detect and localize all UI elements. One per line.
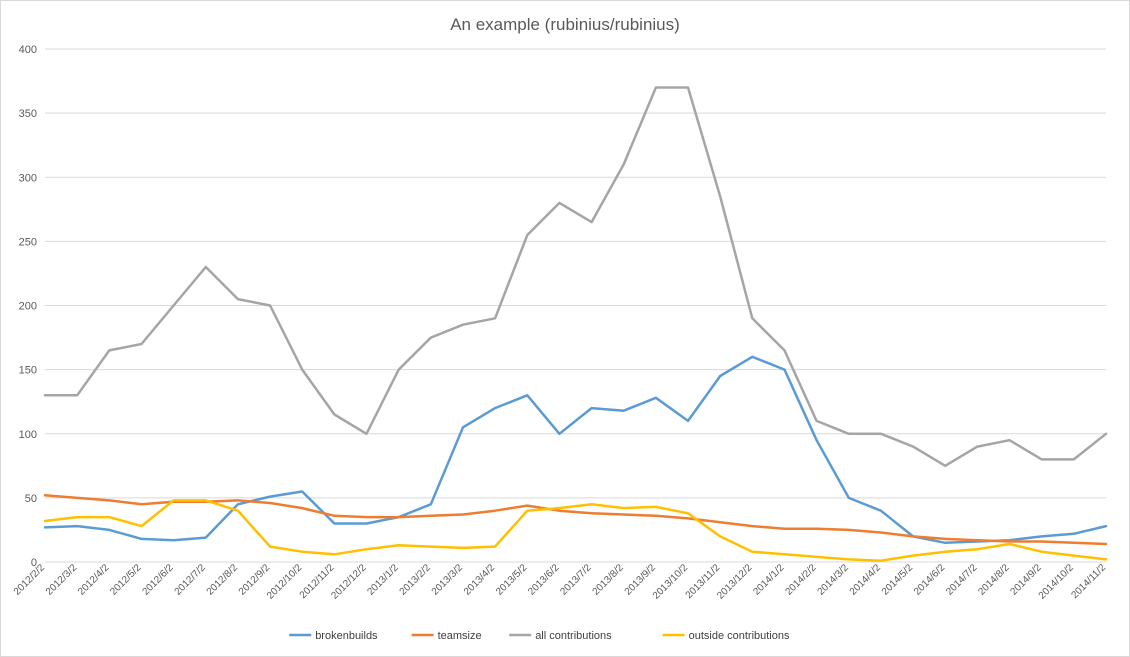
x-tick-label: 2014/2/2 <box>783 562 819 598</box>
series-line-outside-contributions <box>43 499 1108 562</box>
x-tick-label: 2013/1/2 <box>365 562 401 598</box>
legend-label: all contributions <box>535 630 612 642</box>
x-tick-label: 2014/10/2 <box>1037 562 1077 602</box>
legend-label: outside contributions <box>689 630 790 642</box>
x-tick-label: 2012/8/2 <box>205 562 241 598</box>
x-tick-label: 2012/5/2 <box>108 562 144 598</box>
x-axis-ticks: 2012/2/22012/3/22012/4/22012/5/22012/6/2… <box>12 562 1109 602</box>
x-tick-label: 2013/5/2 <box>494 562 530 598</box>
x-tick-label: 2013/7/2 <box>558 562 594 598</box>
chart-title: An example (rubinius/rubinius) <box>450 15 680 34</box>
x-tick-label: 2014/1/2 <box>751 562 787 598</box>
gridlines <box>45 48 1106 563</box>
y-axis-ticks: 0 50 100 150 200 250 300 350 400 <box>19 44 37 569</box>
series-line-brokenbuilds <box>43 355 1108 545</box>
y-tick-label: 100 <box>19 429 37 441</box>
x-tick-label: 2014/5/2 <box>880 562 916 598</box>
y-tick-label: 200 <box>19 301 37 313</box>
x-tick-label: 2012/12/2 <box>329 562 369 602</box>
x-tick-label: 2014/4/2 <box>848 562 884 598</box>
x-tick-label: 2012/7/2 <box>173 562 209 598</box>
legend-label: teamsize <box>438 630 482 642</box>
x-tick-label: 2012/6/2 <box>140 562 176 598</box>
x-tick-label: 2014/3/2 <box>816 562 852 598</box>
y-tick-label: 50 <box>25 493 37 505</box>
x-tick-label: 2012/10/2 <box>265 562 305 602</box>
x-tick-label: 2012/3/2 <box>44 562 80 598</box>
y-tick-label: 350 <box>19 108 37 120</box>
series-line-teamsize <box>43 494 1108 546</box>
x-tick-label: 2013/3/2 <box>430 562 466 598</box>
series-lines <box>43 86 1108 562</box>
y-tick-label: 250 <box>19 236 37 248</box>
y-tick-label: 150 <box>19 365 37 377</box>
y-tick-label: 400 <box>19 44 37 56</box>
x-tick-label: 2013/2/2 <box>398 562 434 598</box>
x-tick-label: 2014/6/2 <box>912 562 948 598</box>
y-tick-label: 300 <box>19 172 37 184</box>
legend: brokenbuilds teamsize all contributions out… <box>289 630 790 642</box>
x-tick-label: 2013/6/2 <box>526 562 562 598</box>
x-tick-label: 2014/8/2 <box>976 562 1012 598</box>
x-tick-label: 2013/12/2 <box>715 562 755 602</box>
x-tick-label: 2012/4/2 <box>76 562 112 598</box>
x-tick-label: 2014/11/2 <box>1069 562 1108 601</box>
x-tick-label: 2013/4/2 <box>462 562 498 598</box>
series-line-all-contributions <box>43 86 1108 468</box>
x-tick-label: 2012/2/2 <box>12 562 48 598</box>
x-tick-label: 2013/8/2 <box>591 562 627 598</box>
y-tick-label: 0 <box>31 557 37 569</box>
legend-label: brokenbuilds <box>315 630 378 642</box>
x-tick-label: 2014/7/2 <box>944 562 980 598</box>
x-tick-label: 2013/10/2 <box>651 562 691 602</box>
